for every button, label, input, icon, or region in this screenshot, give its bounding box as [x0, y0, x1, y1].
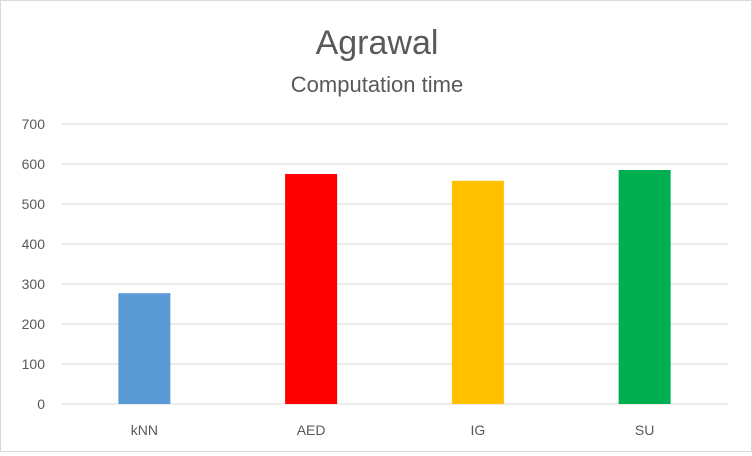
- x-tick-label: kNN: [131, 422, 158, 438]
- x-tick-label: AED: [297, 422, 326, 438]
- x-tick-label: IG: [470, 422, 485, 438]
- y-tick-label: 500: [22, 196, 46, 212]
- x-tick-label: SU: [635, 422, 654, 438]
- y-tick-label: 400: [22, 236, 46, 252]
- x-axis-ticks: kNN AED IG SU: [131, 422, 655, 438]
- y-tick-label: 300: [22, 276, 46, 292]
- bar-su: [618, 170, 671, 404]
- y-axis-ticks: 0 100 200 300 400 500 600 700: [22, 116, 46, 412]
- bars: [118, 170, 671, 404]
- y-tick-label: 600: [22, 156, 46, 172]
- bar-knn: [118, 293, 171, 404]
- bar-ig: [451, 180, 504, 404]
- y-tick-label: 100: [22, 356, 46, 372]
- gridlines: [61, 123, 728, 405]
- y-tick-label: 0: [37, 396, 45, 412]
- chart-title: Agrawal: [316, 24, 439, 62]
- chart-subtitle: Computation time: [291, 72, 463, 97]
- y-tick-label: 200: [22, 316, 46, 332]
- y-tick-label: 700: [22, 116, 46, 132]
- bar-aed: [285, 174, 338, 404]
